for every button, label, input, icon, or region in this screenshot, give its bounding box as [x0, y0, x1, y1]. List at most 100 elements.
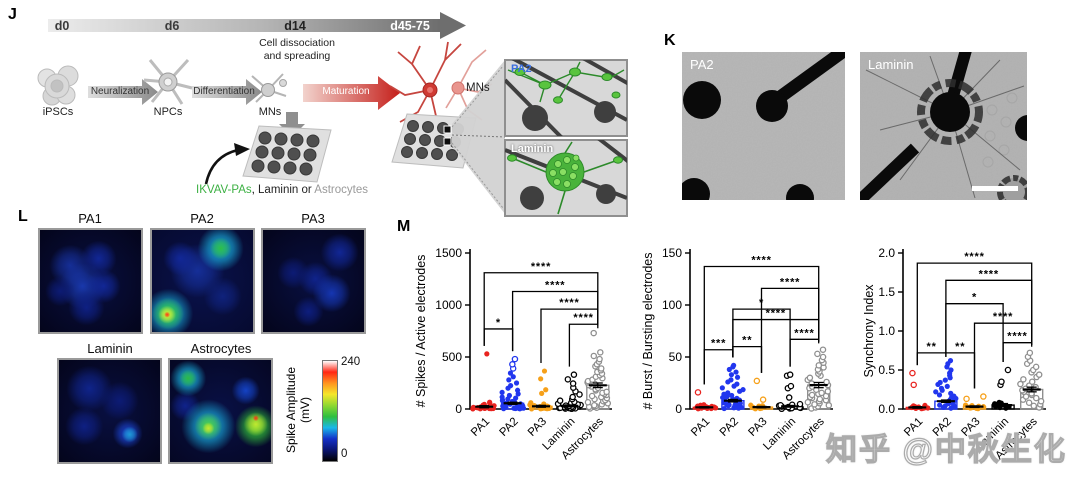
scatter-point	[1020, 376, 1027, 383]
significance-label: ****	[1007, 331, 1027, 343]
y-tick-label: 50	[669, 350, 683, 364]
k-laminin-label: Laminin	[868, 57, 914, 72]
scatter-point	[506, 392, 513, 399]
panel-letter-m: M	[397, 218, 411, 235]
heatmap-title-pa1: PA1	[78, 211, 102, 226]
neuralization-label: Neuralization	[90, 86, 150, 97]
y-axis-label-synchrony: Synchrony Index	[862, 284, 876, 378]
timeline-arrow	[48, 12, 466, 39]
scatter-point	[569, 380, 577, 387]
scatter-point	[734, 381, 740, 387]
panel-letter-l: L	[18, 208, 28, 225]
scatter-point	[719, 385, 725, 391]
significance-label: **	[742, 335, 752, 347]
significance-label: **	[955, 341, 965, 353]
timeline-tick-d14: d14	[284, 19, 306, 33]
scatter-point	[487, 399, 493, 405]
scale-bar	[972, 186, 1018, 191]
watermark: 知乎 @中秋生化	[825, 431, 1067, 467]
significance-label: ****	[766, 308, 786, 320]
significance-label: ****	[531, 261, 551, 273]
significance-bracket	[732, 345, 763, 373]
heatmap-pa1	[38, 228, 143, 334]
substrate-astrocytes: Astrocytes	[314, 184, 368, 196]
differentiation-arrow	[192, 79, 262, 105]
scatter-point	[933, 389, 939, 395]
differentiation-label: Differentiation	[193, 86, 255, 97]
significance-bracket	[945, 303, 1004, 362]
significance-bracket	[732, 318, 820, 358]
scatter-point	[1037, 397, 1045, 405]
scatter-point	[598, 365, 605, 372]
substrate-or: or	[298, 184, 315, 196]
scatter-point	[584, 398, 592, 406]
scatter-point	[909, 369, 916, 377]
significance-label: *	[496, 317, 501, 329]
significance-label: **	[927, 341, 937, 353]
scatter-point	[539, 390, 545, 396]
k-pa2-label: PA2	[690, 57, 714, 72]
significance-label: *	[972, 292, 977, 304]
scatter-point	[1032, 394, 1040, 402]
neuralization-arrow	[88, 79, 158, 105]
scatter-point	[596, 355, 603, 363]
significance-bracket	[483, 328, 514, 352]
scatter-point	[603, 388, 610, 396]
scatter-point	[470, 404, 477, 410]
significance-bracket	[916, 352, 947, 366]
scatter-point	[528, 400, 534, 406]
scatter-point	[508, 383, 514, 389]
scatter-point	[824, 388, 832, 395]
scatter-point	[701, 402, 707, 408]
significance-label: ****	[751, 255, 771, 267]
scatter-point	[818, 389, 825, 397]
npcs-label: NPCs	[153, 106, 183, 118]
scatter-point	[734, 374, 741, 380]
scatter-point	[748, 402, 754, 408]
significance-label: ****	[964, 251, 984, 263]
scatter-point	[499, 389, 505, 395]
scatter-point	[509, 361, 516, 368]
inset-laminin-schematic	[504, 139, 628, 217]
heatmap-laminin	[57, 358, 162, 464]
significance-label: ****	[979, 268, 999, 280]
y-tick-label: 1.5	[878, 285, 895, 299]
panel-letter-j: J	[8, 6, 17, 23]
scatter-point	[729, 392, 735, 399]
scatter-point	[514, 387, 521, 393]
significance-label: ****	[780, 276, 800, 288]
scatter-point	[786, 371, 794, 378]
colorbar	[322, 360, 338, 462]
x-category-label: PA2	[497, 416, 520, 439]
mns-label: MNs	[258, 106, 282, 118]
inset-pa2-schematic	[504, 59, 628, 137]
significance-label: ****	[559, 297, 579, 309]
scatter-point	[1028, 378, 1036, 385]
scatter-point	[948, 367, 954, 373]
scatter-point	[564, 376, 572, 383]
y-tick-label: 500	[442, 350, 462, 364]
scatter-point	[816, 395, 824, 403]
maturation-label: Maturation	[322, 86, 370, 97]
heatmap-title-laminin: Laminin	[87, 341, 133, 356]
substrate-sep: ,	[251, 184, 259, 196]
scatter-point	[513, 380, 520, 386]
scatter-point	[591, 402, 598, 409]
mns2-label: MNs	[466, 82, 490, 94]
scatter-point	[804, 398, 812, 406]
scatter-point	[787, 382, 795, 390]
heatmap-pa3	[261, 228, 366, 334]
scatter-point	[819, 353, 827, 361]
k-image-pa2	[682, 52, 845, 200]
scatter-point	[963, 395, 970, 403]
scatter-point	[808, 391, 816, 399]
scatter-point	[825, 402, 833, 409]
y-axis-label-bursts: # Burst / Bursting electrodes	[641, 252, 655, 410]
inset-laminin-label: Laminin	[511, 143, 554, 155]
scatter-point	[543, 387, 549, 393]
scatter-point	[815, 362, 823, 369]
y-tick-label: 150	[662, 246, 682, 260]
y-tick-label: 1000	[435, 298, 462, 312]
significance-label: ****	[573, 312, 593, 324]
scatter-point	[753, 377, 761, 385]
